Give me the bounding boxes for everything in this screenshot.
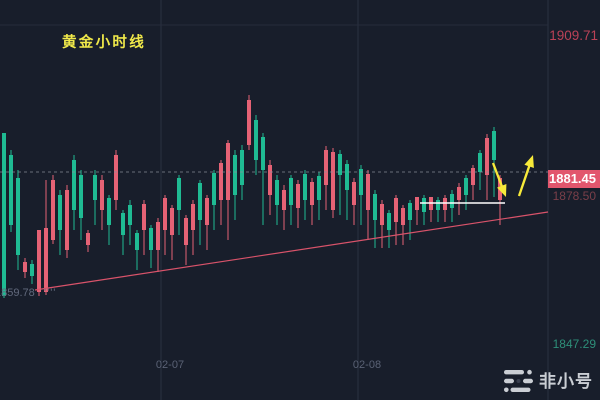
svg-text:1909.71: 1909.71 xyxy=(549,28,598,43)
svg-text:02-08: 02-08 xyxy=(353,359,381,371)
svg-text:'''': '''' xyxy=(44,287,56,299)
svg-text:02-07: 02-07 xyxy=(156,359,184,371)
svg-text:1847.29: 1847.29 xyxy=(553,337,597,351)
svg-text:1881.45: 1881.45 xyxy=(549,171,596,186)
svg-text:1859.78: 1859.78 xyxy=(0,287,35,299)
svg-text:黄金小时线: 黄金小时线 xyxy=(62,33,146,51)
svg-text:1878.50: 1878.50 xyxy=(553,189,597,203)
